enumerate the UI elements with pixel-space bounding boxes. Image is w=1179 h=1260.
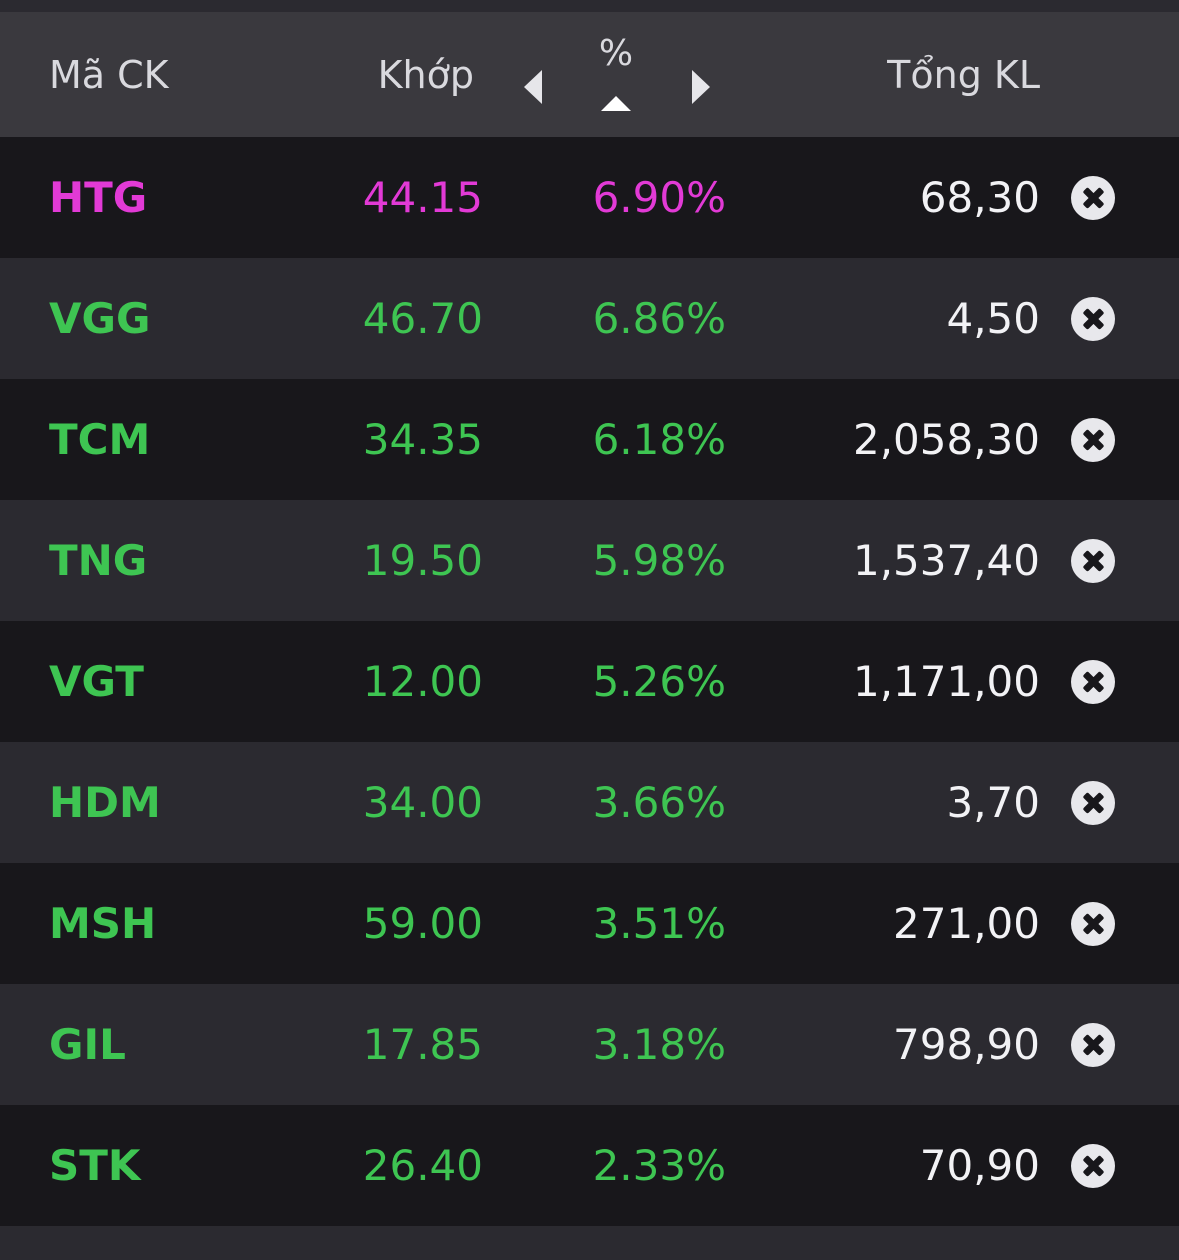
row-price: 46.70 — [362, 294, 483, 343]
sort-ascending-icon — [601, 96, 631, 111]
row-price: 26.40 — [362, 1141, 483, 1190]
column-header-volume[interactable]: Tổng KL — [887, 53, 1040, 97]
row-symbol: GIL — [49, 1020, 126, 1069]
table-row[interactable]: TCM 34.35 6.18% 2,058,30 — [0, 379, 1179, 500]
row-symbol: HDM — [49, 778, 161, 827]
row-change-percent: 5.26% — [592, 657, 726, 706]
row-symbol: TNG — [49, 536, 148, 585]
row-volume: 2,058,30 — [852, 415, 1040, 464]
row-price: 19.50 — [362, 536, 483, 585]
column-header-percent-label: % — [598, 33, 634, 74]
row-change-percent: 3.18% — [592, 1020, 726, 1069]
row-change-percent: 3.66% — [592, 778, 726, 827]
triangle-right-icon — [692, 70, 710, 104]
row-price: 44.15 — [362, 173, 483, 222]
close-circle-icon[interactable] — [1071, 902, 1115, 946]
top-strip — [0, 0, 1179, 12]
table-row[interactable]: HDM 34.00 3.66% 3,70 — [0, 742, 1179, 863]
row-change-percent: 6.18% — [592, 415, 726, 464]
row-symbol: STK — [49, 1141, 141, 1190]
close-circle-icon[interactable] — [1071, 539, 1115, 583]
close-circle-icon[interactable] — [1071, 297, 1115, 341]
prev-column-button[interactable] — [516, 62, 556, 112]
row-volume: 68,30 — [919, 173, 1040, 222]
table-row[interactable]: STK 26.40 2.33% 70,90 — [0, 1105, 1179, 1226]
row-symbol: HTG — [49, 173, 148, 222]
table-row[interactable]: HTG 44.15 6.90% 68,30 — [0, 137, 1179, 258]
row-symbol: MSH — [49, 899, 157, 948]
triangle-left-icon — [524, 70, 542, 104]
close-circle-icon[interactable] — [1071, 781, 1115, 825]
row-change-percent: 2.33% — [592, 1141, 726, 1190]
next-column-button[interactable] — [684, 62, 724, 112]
row-change-percent: 5.98% — [592, 536, 726, 585]
row-symbol: VGG — [49, 294, 151, 343]
row-change-percent: 6.86% — [592, 294, 726, 343]
table-row[interactable]: MSH 59.00 3.51% 271,00 — [0, 863, 1179, 984]
column-header-price[interactable]: Khớp — [377, 53, 474, 97]
column-header-percent[interactable]: % — [590, 34, 642, 124]
row-price: 34.35 — [362, 415, 483, 464]
row-price: 59.00 — [362, 899, 483, 948]
table-header: Mã CK Khớp % Tổng KL — [0, 12, 1179, 137]
table-row[interactable]: TNG 19.50 5.98% 1,537,40 — [0, 500, 1179, 621]
close-circle-icon[interactable] — [1071, 1144, 1115, 1188]
row-price: 17.85 — [362, 1020, 483, 1069]
row-change-percent: 6.90% — [592, 173, 726, 222]
row-price: 34.00 — [362, 778, 483, 827]
row-change-percent: 3.51% — [592, 899, 726, 948]
table-row[interactable]: GIL 17.85 3.18% 798,90 — [0, 984, 1179, 1105]
row-volume: 798,90 — [893, 1020, 1040, 1069]
row-symbol: VGT — [49, 657, 144, 706]
close-circle-icon[interactable] — [1071, 1023, 1115, 1067]
row-volume: 4,50 — [946, 294, 1040, 343]
row-volume: 1,171,00 — [852, 657, 1040, 706]
row-volume: 70,90 — [919, 1141, 1040, 1190]
row-symbol: TCM — [49, 415, 151, 464]
row-price: 12.00 — [362, 657, 483, 706]
close-circle-icon[interactable] — [1071, 660, 1115, 704]
row-volume: 1,537,40 — [852, 536, 1040, 585]
row-volume: 3,70 — [946, 778, 1040, 827]
table-row[interactable]: VGT 12.00 5.26% 1,171,00 — [0, 621, 1179, 742]
bottom-strip — [0, 1226, 1179, 1260]
watchlist-table-body: HTG 44.15 6.90% 68,30 VGG 46.70 6.86% 4,… — [0, 137, 1179, 1226]
row-volume: 271,00 — [893, 899, 1040, 948]
column-header-symbol[interactable]: Mã CK — [49, 53, 169, 97]
table-row[interactable]: VGG 46.70 6.86% 4,50 — [0, 258, 1179, 379]
close-circle-icon[interactable] — [1071, 176, 1115, 220]
close-circle-icon[interactable] — [1071, 418, 1115, 462]
